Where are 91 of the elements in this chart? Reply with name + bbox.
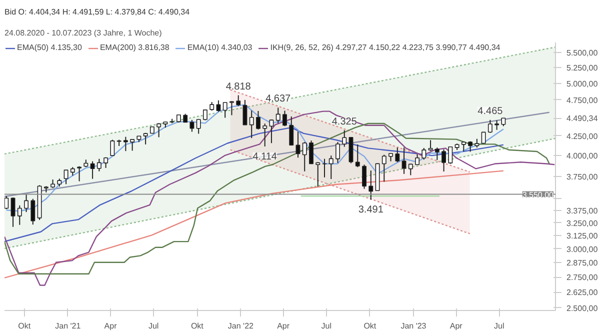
candlestick [30, 198, 36, 226]
y-tick-label: 2.750,00 [566, 273, 598, 282]
y-tick-label: 3.750,00 [566, 172, 598, 182]
candlestick [309, 140, 314, 164]
annotation: 4.465 [478, 106, 504, 117]
y-tick-label: 5.000,00 [566, 79, 598, 88]
candlestick [236, 94, 241, 107]
x-tick-label: Jan '23 [400, 322, 427, 330]
candlestick [104, 156, 108, 168]
candlestick [382, 154, 386, 182]
y-tick-label: 2.625,00 [566, 288, 598, 298]
y-tick-label: 3.125,00 [566, 232, 598, 241]
annotation: 4.818 [226, 81, 252, 92]
candlestick [249, 110, 254, 139]
x-tick-label: Jul [494, 322, 505, 330]
candlestick [17, 204, 22, 226]
candlestick [362, 164, 366, 190]
y-tick-label: 3.250,00 [566, 218, 598, 228]
ref-line-label: 3.550,00 [522, 190, 554, 200]
x-tick-label: Apr [104, 322, 118, 330]
y-tick-label: 4.000,00 [566, 152, 598, 161]
candlestick [355, 144, 360, 168]
candlestick [242, 99, 248, 126]
candlestick [302, 142, 307, 172]
x-tick-label: Jan '21 [55, 322, 82, 330]
candlestick [256, 110, 260, 130]
candlestick [156, 122, 162, 138]
candlestick [316, 162, 320, 187]
y-tick-label: 5.250,00 [566, 63, 598, 72]
candlestick [123, 136, 128, 152]
candlestick [77, 166, 82, 182]
x-tick-label: Jul [321, 322, 332, 330]
annotation: 4.325 [332, 116, 358, 128]
candlestick [229, 100, 234, 116]
candlestick [395, 147, 400, 163]
candlestick [322, 158, 327, 178]
chart-subtitle: 24.08.2020 - 10.07.2023 (3 Jahre, 1 Woche) [4, 28, 162, 38]
y-tick-label: 2.500,00 [566, 304, 598, 313]
x-tick-label: Apr [277, 322, 290, 330]
candlestick [96, 158, 102, 172]
y-tick-label: 5.500,00 [566, 48, 598, 58]
candlestick [262, 123, 268, 147]
annotation: 4.114 [252, 151, 278, 162]
y-tick-label: 2.875,00 [566, 258, 598, 268]
candlestick [216, 100, 221, 112]
candlestick [494, 120, 500, 130]
x-tick-label: Okt [18, 322, 32, 330]
candlestick [202, 109, 208, 121]
candlestick [276, 107, 280, 124]
candlestick [64, 170, 68, 185]
chart-title: Bid O: 4.404,34 H: 4.491,59 L: 4.379,84 C: 4.490,34 [4, 8, 190, 16]
candlestick [190, 119, 194, 132]
candlestick [368, 170, 374, 200]
legend-label: EMA(10) 4.340,03 [187, 43, 252, 52]
candlestick [110, 139, 115, 156]
candlestick [422, 147, 426, 160]
annotation: 4.637 [266, 94, 292, 105]
y-tick-label: 4.750,00 [566, 96, 598, 105]
annotation: 3.491 [358, 204, 384, 216]
candlestick [4, 196, 9, 210]
candlestick [461, 142, 466, 152]
candlestick [336, 142, 340, 164]
candlestick [328, 155, 334, 180]
x-tick-label: Okt [364, 322, 377, 330]
candlestick [402, 147, 406, 174]
y-tick-label: 4.250,00 [566, 132, 598, 141]
candlestick [289, 116, 294, 146]
candlestick [10, 196, 16, 228]
line-series [4, 170, 504, 278]
legend-label: EMA(50) 4.135,30 [17, 43, 82, 52]
candlestick [282, 110, 287, 127]
legend-label: EMA(200) 3.816,38 [100, 43, 170, 52]
line-series [4, 126, 504, 242]
x-tick-label: Apr [450, 322, 463, 330]
candlestick [24, 194, 28, 213]
y-tick-label: 3.375,00 [566, 206, 598, 216]
candlestick [196, 118, 201, 134]
y-tick-label: 4.490,34 [566, 114, 598, 124]
candlestick [434, 147, 440, 161]
x-tick-label: Okt [190, 322, 204, 330]
candlestick [222, 102, 228, 118]
legend-label: IKH(9, 26, 52, 26) 4.297,27 4.150,22 4.223,75 3.990,77 4.490,34 [270, 43, 500, 52]
candlestick [442, 148, 446, 172]
candlestick [90, 160, 95, 180]
candlestick [448, 146, 453, 164]
candlestick [269, 119, 274, 144]
y-tick-label: 3.000,00 [566, 244, 598, 254]
x-tick-label: Jan '22 [228, 322, 254, 330]
candlestick [342, 130, 347, 148]
x-tick-label: Jul [148, 322, 159, 330]
candlestick [488, 119, 492, 134]
